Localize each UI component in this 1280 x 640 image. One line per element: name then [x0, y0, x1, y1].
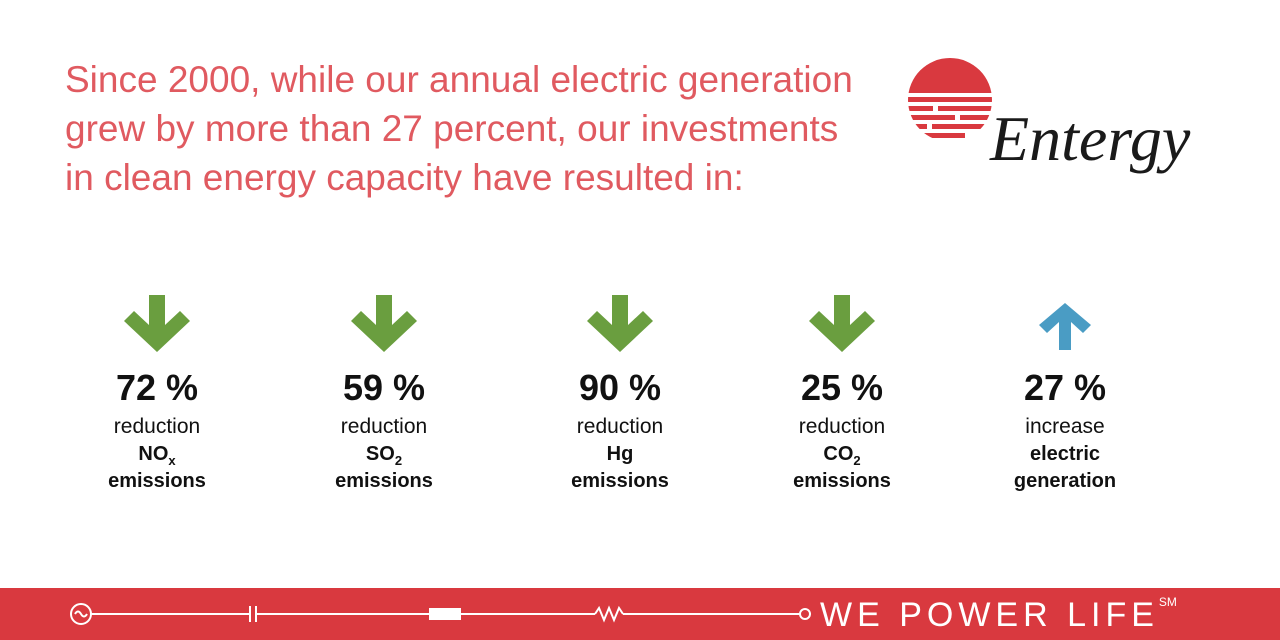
stat-tail: emissions [793, 470, 891, 492]
footer: WE POWER LIFESM [0, 588, 1280, 640]
stat-label: reduction [799, 415, 885, 438]
stat-subject: Hg [607, 443, 634, 465]
stat-value: 90 % [579, 367, 661, 408]
subject-text: SO [366, 443, 395, 465]
subject-text: Hg [607, 443, 634, 465]
stat-value: 27 % [1024, 367, 1106, 408]
logo-text: Entergy [989, 103, 1191, 174]
arrow-icon [587, 295, 653, 352]
stat-label: increase [1025, 415, 1104, 438]
stat-value: 25 % [801, 367, 883, 408]
stat-subject: CO2 [823, 443, 860, 468]
stat-label: reduction [341, 415, 427, 438]
headline-line: Since 2000, while our annual electric ge… [65, 59, 853, 100]
stat-subject: SO2 [366, 443, 402, 468]
subject-text: electric [1030, 443, 1100, 465]
tagline: WE POWER LIFESM [820, 595, 1177, 634]
arrow-icon [124, 295, 190, 352]
stat-tail: generation [1014, 470, 1116, 492]
stat-value: 72 % [116, 367, 198, 408]
tagline-text: WE POWER LIFE [820, 596, 1159, 634]
service-mark: SM [1159, 595, 1177, 609]
stat: 27 % increase electric generation [1014, 303, 1116, 492]
subject-text: CO [823, 443, 853, 465]
stat-subject: electric [1030, 443, 1100, 465]
subject-text: NO [138, 443, 168, 465]
subject-subscript: x [168, 453, 176, 468]
stat-label: reduction [577, 415, 663, 438]
stat: 90 % reduction Hg emissions [571, 295, 669, 492]
subject-subscript: 2 [853, 453, 860, 468]
arrow-icon [351, 295, 417, 352]
stat-tail: emissions [108, 470, 206, 492]
stat-label: reduction [114, 415, 200, 438]
stat-tail: emissions [571, 470, 669, 492]
headline-line: grew by more than 27 percent, our invest… [65, 108, 838, 149]
subject-subscript: 2 [395, 453, 402, 468]
arrow-icon [1039, 303, 1091, 350]
headline: Since 2000, while our annual electric ge… [65, 59, 853, 198]
stat-subject: NOx [138, 443, 176, 468]
headline-line: in clean energy capacity have resulted i… [65, 157, 744, 198]
stat-value: 59 % [343, 367, 425, 408]
circuit [70, 603, 811, 625]
stat-tail: emissions [335, 470, 433, 492]
arrow-icon [809, 295, 875, 352]
